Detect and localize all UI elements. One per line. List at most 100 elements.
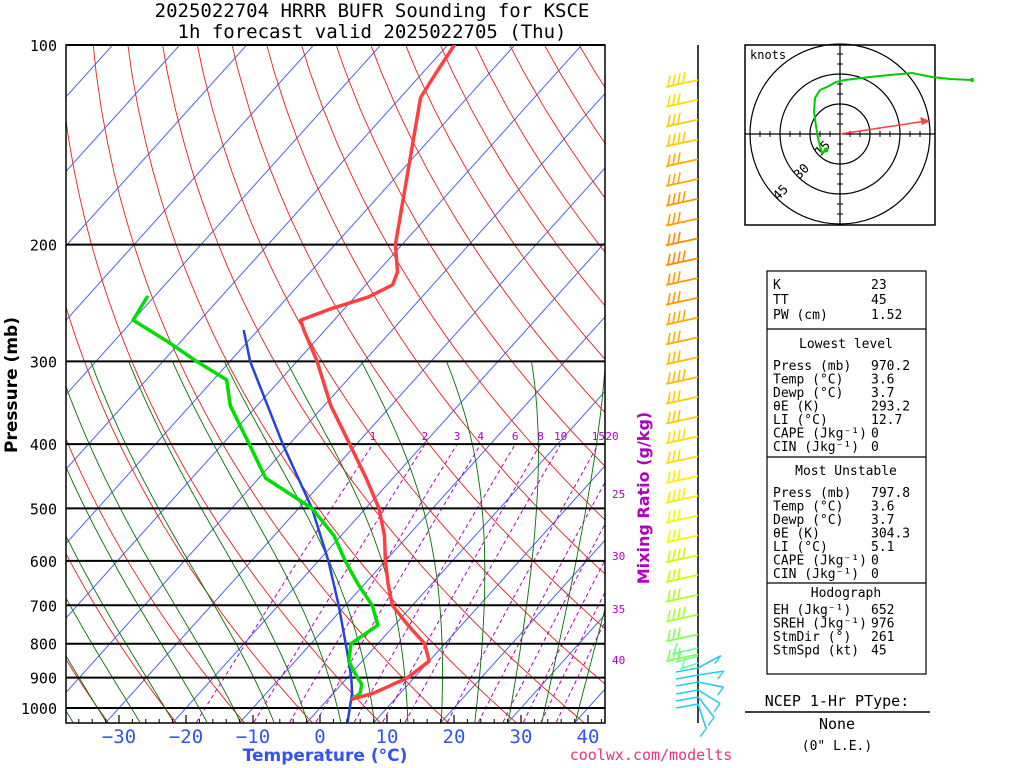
wind-barb-low: [671, 642, 699, 655]
wind-barb: [665, 487, 699, 504]
index-label: CIN (Jkg⁻¹): [773, 440, 859, 455]
moist-adiabat: [66, 465, 208, 723]
dry-adiabat: [92, 45, 450, 723]
moist-adiabat: [286, 361, 409, 723]
mixing-ratio-label: 1: [370, 430, 377, 443]
dry-adiabat: [405, 45, 605, 360]
idx-k-value: 23: [871, 278, 887, 293]
mixing-ratio-label: 30: [612, 550, 625, 563]
wind-barb: [665, 92, 699, 108]
wind-barb: [665, 112, 699, 128]
index-label: CAPE (Jkg⁻¹): [773, 554, 867, 569]
title-line-1: 2025022704 HRRR BUFR Sounding for KSCE: [155, 0, 590, 22]
mixing-ratio-line: [289, 443, 458, 723]
wind-barb-low: [675, 696, 715, 726]
wind-barb: [665, 309, 699, 326]
index-label: EH (Jkg⁻¹): [773, 603, 851, 618]
index-value: 797.8: [871, 486, 910, 501]
isotherm-line: [238, 316, 605, 723]
index-label: Dewp (°C): [773, 386, 843, 401]
moist-adiabat: [66, 535, 174, 723]
wind-barb-low: [675, 654, 722, 673]
idx-pw-value: 1.52: [871, 308, 902, 323]
index-value: 3.6: [871, 373, 894, 388]
index-value: 5.1: [871, 540, 894, 555]
wind-barb: [665, 428, 699, 445]
mixing-ratio-label: 3: [454, 430, 461, 443]
temperature-profile: [298, 45, 457, 701]
index-value: 652: [871, 603, 894, 618]
storm-motion-vector: [839, 120, 927, 135]
wind-barb: [665, 330, 699, 346]
dry-adiabat: [127, 45, 518, 723]
lowest-level-title: Lowest level: [799, 337, 893, 352]
index-label: θE (K): [773, 527, 820, 542]
index-label: SREH (Jkg⁻¹): [773, 617, 867, 632]
dry-adiabat-lines: [66, 45, 605, 723]
mixing-ratio-line: [253, 443, 426, 723]
credit-url: coolwx.com/modelts: [570, 746, 733, 764]
ptype-title: NCEP 1-Hr PType:: [765, 692, 910, 710]
ptype-note: (0" L.E.): [802, 739, 872, 754]
index-value: 0: [871, 567, 879, 582]
moist-adiabat: [574, 607, 605, 723]
mixing-ratio-lines: [196, 443, 605, 723]
wind-barbs: [665, 72, 725, 738]
wind-barb: [665, 606, 699, 623]
isotherm-line: [66, 45, 516, 545]
mixing-ratio-axis-label: Mixing Ratio (g/kg): [634, 412, 653, 584]
wind-barb-low: [675, 703, 707, 738]
title-line-2: 1h forecast valid 2025022705 (Thu): [178, 21, 567, 43]
wind-barb: [665, 190, 699, 207]
index-label: Press (mb): [773, 359, 851, 374]
indices-table: K 23 TT 45 PW (cm) 1.52 Lowest level Pre…: [766, 270, 927, 675]
dry-adiabat: [266, 45, 605, 575]
idx-tt-label: TT: [773, 293, 789, 308]
dry-adiabat: [300, 45, 605, 521]
wind-barb: [665, 231, 699, 247]
wind-barb: [665, 290, 699, 306]
pressure-label-600: 600: [30, 553, 57, 571]
idx-pw-label: PW (cm): [773, 308, 828, 323]
isotherm-line: [439, 539, 605, 723]
wind-barb-low: [675, 689, 721, 713]
wind-barb: [665, 587, 699, 603]
moist-adiabat: [445, 361, 486, 723]
moist-adiabat: [541, 362, 605, 723]
index-label: Temp (°C): [773, 500, 843, 515]
index-value: 12.7: [871, 413, 902, 428]
x-tick-label: −20: [169, 726, 203, 748]
wind-barb-low: [679, 657, 699, 670]
index-value: 3.6: [871, 500, 894, 515]
mixing-ratio-line: [196, 443, 374, 723]
dry-adiabat: [66, 117, 382, 723]
hodograph-units: knots: [750, 48, 786, 62]
index-value: 45: [871, 644, 887, 659]
x-tick-label: 40: [577, 726, 600, 748]
moist-adiabat: [128, 361, 308, 723]
index-label: Dewp (°C): [773, 513, 843, 528]
wind-barb-low: [675, 670, 725, 680]
isotherm-line: [66, 45, 248, 247]
index-label: StmDir (°): [773, 630, 851, 645]
hodograph-box-title: Hodograph: [811, 586, 881, 601]
index-value: 293.2: [871, 400, 910, 415]
moist-adiabat: [66, 654, 107, 723]
mixing-ratio-label: 40: [612, 654, 625, 667]
wind-barb: [665, 508, 699, 524]
wind-barb: [665, 409, 699, 425]
idx-k-label: K: [773, 278, 781, 293]
wind-barb: [665, 250, 699, 267]
axis-ticks: −30 −20 −10 0 10 20 30 40: [78, 715, 602, 748]
index-label: CIN (Jkg⁻¹): [773, 567, 859, 582]
pressure-label-1000: 1000: [21, 700, 57, 718]
y-axis-label: Pressure (mb): [2, 317, 22, 453]
wind-barb: [665, 449, 699, 465]
index-label: Temp (°C): [773, 373, 843, 388]
index-label: LI (°C): [773, 540, 828, 555]
mixing-ratio-line: [353, 443, 516, 723]
wind-barb: [665, 469, 699, 484]
mixing-ratio-label: 35: [612, 603, 625, 616]
index-value: 0: [871, 440, 879, 455]
wind-barb: [665, 369, 699, 385]
